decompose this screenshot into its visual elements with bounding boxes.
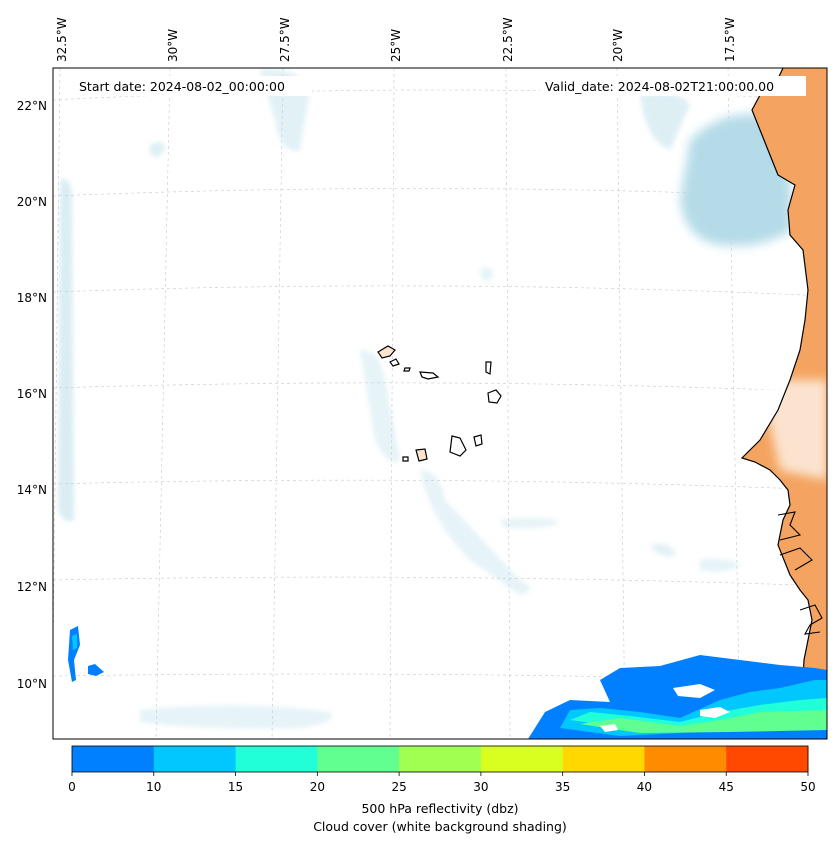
colorbar-tick-label-9: 50 [800, 780, 815, 794]
start-date-label: Start date: 2024-08-02_00:00:00 [79, 79, 285, 94]
lon-tick-20w: 20°W [611, 29, 625, 62]
map-frame [52, 67, 828, 740]
colorbar-tick-label-4: 25 [391, 780, 406, 794]
africa-mainland [740, 68, 827, 739]
colorbar-segment-7 [644, 746, 727, 772]
colorbar-segment-1 [153, 746, 237, 772]
lat-tick-14n: 14°N [17, 483, 47, 497]
colorbar-segment-5 [480, 746, 564, 772]
longitude-tick-labels: 32.5°W 30°W 27.5°W 25°W 22.5°W 20°W 17.5… [55, 17, 737, 62]
colorbar-tick-label-0: 0 [68, 780, 76, 794]
colorbar-segments [72, 746, 809, 772]
colorbar-segment-6 [562, 746, 645, 772]
colorbar-tick-label-3: 20 [310, 780, 325, 794]
colorbar-label-line1: 500 hPa reflectivity (dbz) [361, 801, 518, 816]
colorbar-segment-3 [317, 746, 400, 772]
colorbar-tick-label-1: 10 [146, 780, 161, 794]
latitude-tick-labels: 22°N 20°N 18°N 16°N 14°N 12°N 10°N [17, 99, 47, 691]
lat-tick-10n: 10°N [17, 677, 47, 691]
cloud-cover-shading [58, 69, 792, 729]
lat-tick-22n: 22°N [17, 99, 47, 113]
colorbar-outline [71, 745, 809, 773]
colorbar: 0 10 15 20 25 30 35 40 45 50 500 hPa reflectivity… [68, 745, 816, 834]
colorbar-tick-label-7: 40 [637, 780, 652, 794]
lat-tick-16n: 16°N [17, 387, 47, 401]
valid-date-box [540, 76, 806, 96]
colorbar-segment-2 [235, 746, 318, 772]
start-date-box [72, 76, 312, 96]
colorbar-tick-label-8: 45 [719, 780, 734, 794]
colorbar-tick-label-2: 15 [228, 780, 243, 794]
colorbar-tick-label-5: 30 [473, 780, 488, 794]
reflectivity-cells [68, 626, 827, 739]
lon-tick-17-5w: 17.5°W [723, 17, 737, 62]
lon-tick-25w: 25°W [389, 29, 403, 62]
lon-tick-32-5w: 32.5°W [55, 17, 69, 62]
lat-tick-18n: 18°N [17, 291, 47, 305]
colorbar-segment-8 [726, 746, 809, 772]
cabo-verde-islands [377, 345, 502, 462]
colorbar-label-line2: Cloud cover (white background shading) [313, 819, 567, 834]
colorbar-segment-4 [399, 746, 482, 772]
colorbar-ticks: 0 10 15 20 25 30 35 40 45 50 [68, 772, 816, 794]
lat-tick-20n: 20°N [17, 195, 47, 209]
valid-date-label: Valid_date: 2024-08-02T21:00:00.00 [545, 79, 774, 94]
colorbar-segment-0 [72, 746, 155, 772]
lon-tick-22-5w: 22.5°W [501, 17, 515, 62]
colorbar-tick-label-6: 35 [555, 780, 570, 794]
lon-tick-27-5w: 27.5°W [278, 17, 292, 62]
lon-tick-30w: 30°W [166, 29, 180, 62]
lat-tick-12n: 12°N [17, 580, 47, 594]
